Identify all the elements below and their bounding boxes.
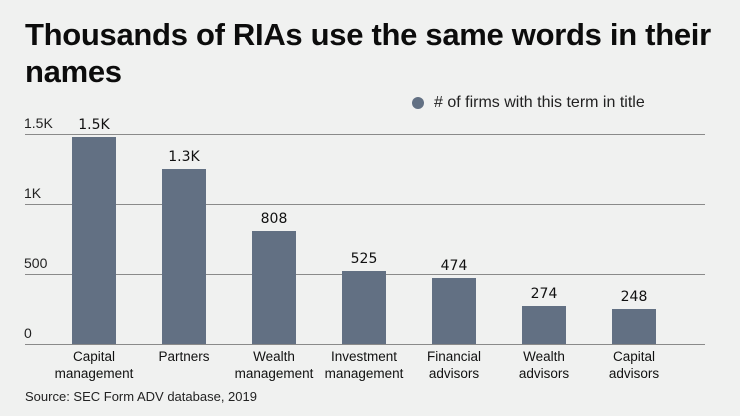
bar <box>522 305 566 344</box>
bar <box>612 309 656 344</box>
bar <box>432 277 476 344</box>
y-tick-label: 1K <box>24 185 42 201</box>
x-tick-label: Investment management <box>324 349 404 381</box>
x-tick-label: Partners <box>158 349 210 364</box>
legend-dot-icon <box>412 97 424 109</box>
gridline <box>25 344 705 345</box>
chart-title: Thousands of RIAs use the same words in … <box>25 17 711 89</box>
x-tick-label: Capital advisors <box>608 349 660 381</box>
y-tick-label: 1.5K <box>24 115 53 131</box>
x-tick-label: Financial advisors <box>426 349 482 381</box>
bar <box>72 136 116 344</box>
x-tick-label: Wealth advisors <box>518 349 570 381</box>
bar <box>342 270 386 344</box>
y-tick-label: 500 <box>24 255 48 271</box>
source-note: Source: SEC Form ADV database, 2019 <box>25 389 257 404</box>
x-tick-label: Capital management <box>54 349 134 381</box>
gridline <box>25 204 705 205</box>
value-label: 248 <box>620 289 648 306</box>
bar <box>252 230 296 344</box>
value-label: 525 <box>350 250 378 267</box>
y-tick-label: 0 <box>24 325 32 341</box>
value-label: 274 <box>530 285 558 302</box>
value-label: 1.5K <box>78 116 110 133</box>
x-tick-label: Wealth management <box>234 349 314 381</box>
gridline <box>25 134 705 135</box>
legend-label: # of firms with this term in title <box>434 94 645 111</box>
legend: # of firms with this term in title <box>412 94 645 112</box>
value-label: 1.3K <box>168 149 200 165</box>
bar <box>162 169 206 344</box>
value-label: 808 <box>260 210 288 227</box>
value-label: 474 <box>440 257 468 274</box>
